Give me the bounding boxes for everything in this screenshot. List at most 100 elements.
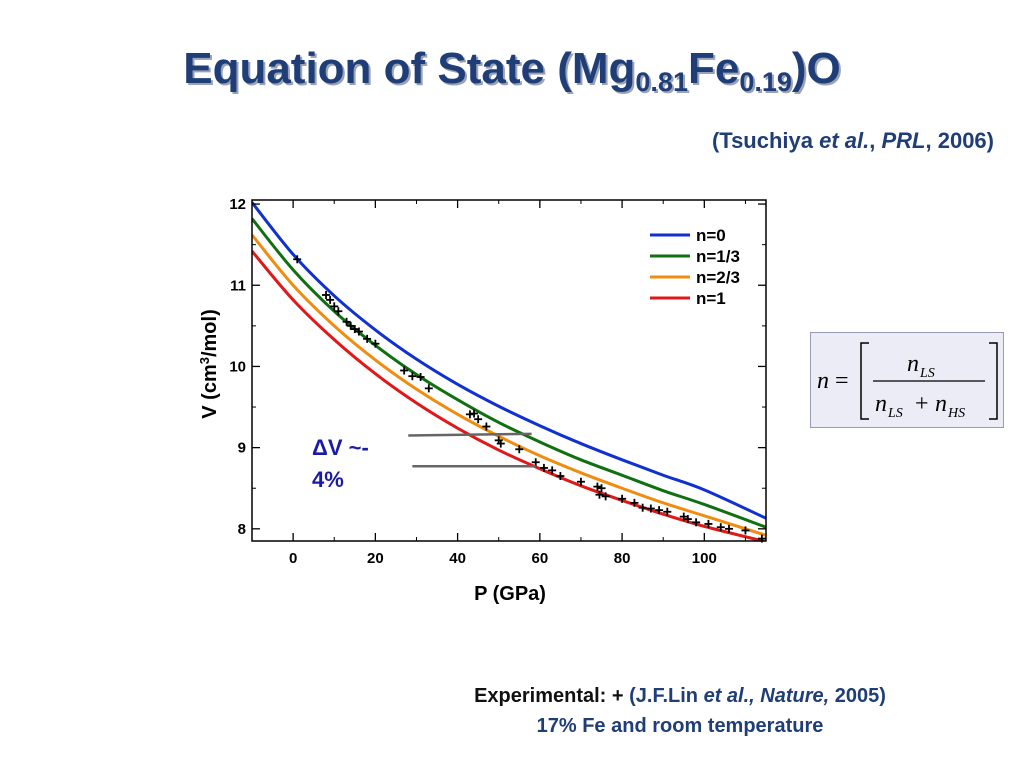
- citation: (Tsuchiya et al., PRL, 2006): [712, 128, 994, 154]
- experimental-point: [326, 295, 335, 304]
- experimental-point: [400, 366, 409, 375]
- experimental-point: [704, 519, 713, 528]
- experimental-ref-italic: et al., Nature,: [703, 685, 830, 707]
- series-line-n0: [252, 201, 766, 520]
- experimental-point: [330, 302, 339, 311]
- experimental-point: [556, 472, 565, 481]
- y-tick-label: 8: [238, 521, 246, 538]
- experimental-point: [646, 504, 655, 513]
- legend-entry: n=1/3: [650, 247, 740, 266]
- formula-numerator-n: n: [907, 351, 919, 377]
- eos-chart: 0 20 40 60 80 100 8 9 10 11 12 n=0 n=1/3 n=2/3 n=1 P …: [197, 196, 767, 605]
- experimental-point: [716, 523, 725, 532]
- experimental-point: [655, 506, 664, 515]
- x-tick-label: 20: [367, 550, 384, 567]
- experimental-point: [576, 477, 585, 486]
- citation-sep: ,: [869, 128, 882, 153]
- experimental-point: [424, 384, 433, 393]
- experimental-point: [354, 327, 363, 336]
- formula-denominator-sub1: LS: [887, 406, 903, 421]
- citation-open: (Tsuchiya: [711, 128, 820, 153]
- y-tick-label: 11: [230, 277, 246, 294]
- experimental-point: [741, 526, 750, 535]
- experimental-point: [350, 325, 359, 334]
- experimental-point: [724, 524, 733, 533]
- citation-year: , 2006): [925, 128, 995, 153]
- y-tick-label: 9: [238, 440, 246, 457]
- experimental-label: Experimental:: [474, 685, 607, 707]
- formula-numerator-sub: LS: [919, 366, 935, 381]
- experimental-point: [593, 482, 602, 491]
- experimental-point: [346, 321, 355, 330]
- formula-equals: =: [835, 368, 849, 394]
- formula-denominator-n1: n: [875, 391, 887, 417]
- experimental-point: [548, 466, 557, 475]
- title-sub-mg: 0.81: [635, 67, 688, 97]
- formula-denominator-n2: n: [935, 391, 947, 417]
- y-tick-label: 12: [229, 196, 246, 213]
- experimental-point: [692, 518, 701, 527]
- legend-entry: n=2/3: [650, 268, 740, 287]
- formula-plus: +: [915, 391, 929, 417]
- experimental-point: [371, 339, 380, 348]
- legend-label: n=2/3: [696, 268, 740, 287]
- experimental-point: [597, 484, 606, 493]
- y-axis-label: V (cm3/mol): [197, 309, 222, 418]
- experimental-point: [601, 492, 610, 501]
- experimental-point: [363, 334, 372, 343]
- experimental-point: [539, 463, 548, 472]
- y-tick-label: 10: [229, 358, 246, 375]
- series-line-n23: [252, 233, 766, 537]
- experimental-point: [416, 372, 425, 381]
- experimental-point: [470, 409, 479, 418]
- citation-journal: PRL: [881, 128, 926, 153]
- experimental-conditions: 17% Fe and room temperature: [536, 715, 824, 737]
- legend-entry: n=0: [650, 226, 726, 245]
- experimental-point: [595, 490, 604, 499]
- experimental-point: [334, 307, 343, 316]
- experimental-point: [663, 507, 672, 516]
- experimental-point: [496, 439, 505, 448]
- experimental-point: [474, 415, 483, 424]
- experimental-ref-open: (J.F.Lin: [629, 685, 704, 707]
- experimental-point: [679, 512, 688, 521]
- experimental-ref-close: 2005): [829, 685, 886, 707]
- x-tick-label: 60: [531, 550, 548, 567]
- experimental-point: [638, 503, 647, 512]
- legend-label: n=1: [696, 289, 726, 308]
- title-end: )O: [791, 44, 841, 93]
- x-tick-label: 0: [289, 550, 297, 567]
- slide-title: Equation of State (Mg0.81Fe0.19)O: [0, 44, 1024, 98]
- plot-frame: [251, 199, 767, 542]
- formula-left-bracket: [860, 342, 869, 420]
- delta-v-annotation-line1: ΔV ~-: [312, 435, 369, 460]
- experimental-point: [408, 372, 417, 381]
- x-axis-label: P (GPa): [474, 583, 546, 605]
- formula-lhs: n: [817, 368, 829, 394]
- series-line-n1: [252, 250, 766, 541]
- series-line-n13: [252, 217, 766, 529]
- title-mid: Fe: [687, 44, 740, 93]
- experimental-note: Experimental: + (J.F.Lin et al., Nature,…: [240, 681, 1024, 741]
- experimental-point: [342, 317, 351, 326]
- legend-label: n=1/3: [696, 247, 740, 266]
- experimental-point: [618, 494, 627, 503]
- spin-fraction-formula: n = n LS n LS + n HS: [810, 332, 1004, 428]
- experimental-marker: +: [611, 685, 624, 707]
- title-sub-fe: 0.19: [739, 67, 792, 97]
- title-main: Equation of State (Mg: [183, 44, 636, 93]
- citation-etal: et al.: [819, 128, 870, 153]
- legend-entry: n=1: [650, 289, 726, 308]
- experimental-point: [683, 515, 692, 524]
- formula-denominator-sub2: HS: [947, 406, 965, 421]
- x-tick-label: 40: [449, 550, 466, 567]
- legend-label: n=0: [696, 226, 726, 245]
- experimental-point: [515, 445, 524, 454]
- experimental-point: [531, 458, 540, 467]
- experimental-point: [293, 255, 302, 264]
- experimental-point: [482, 422, 491, 431]
- x-tick-label: 100: [692, 550, 717, 567]
- experimental-point: [322, 290, 331, 299]
- x-tick-label: 80: [614, 550, 631, 567]
- formula-right-bracket: [989, 342, 998, 420]
